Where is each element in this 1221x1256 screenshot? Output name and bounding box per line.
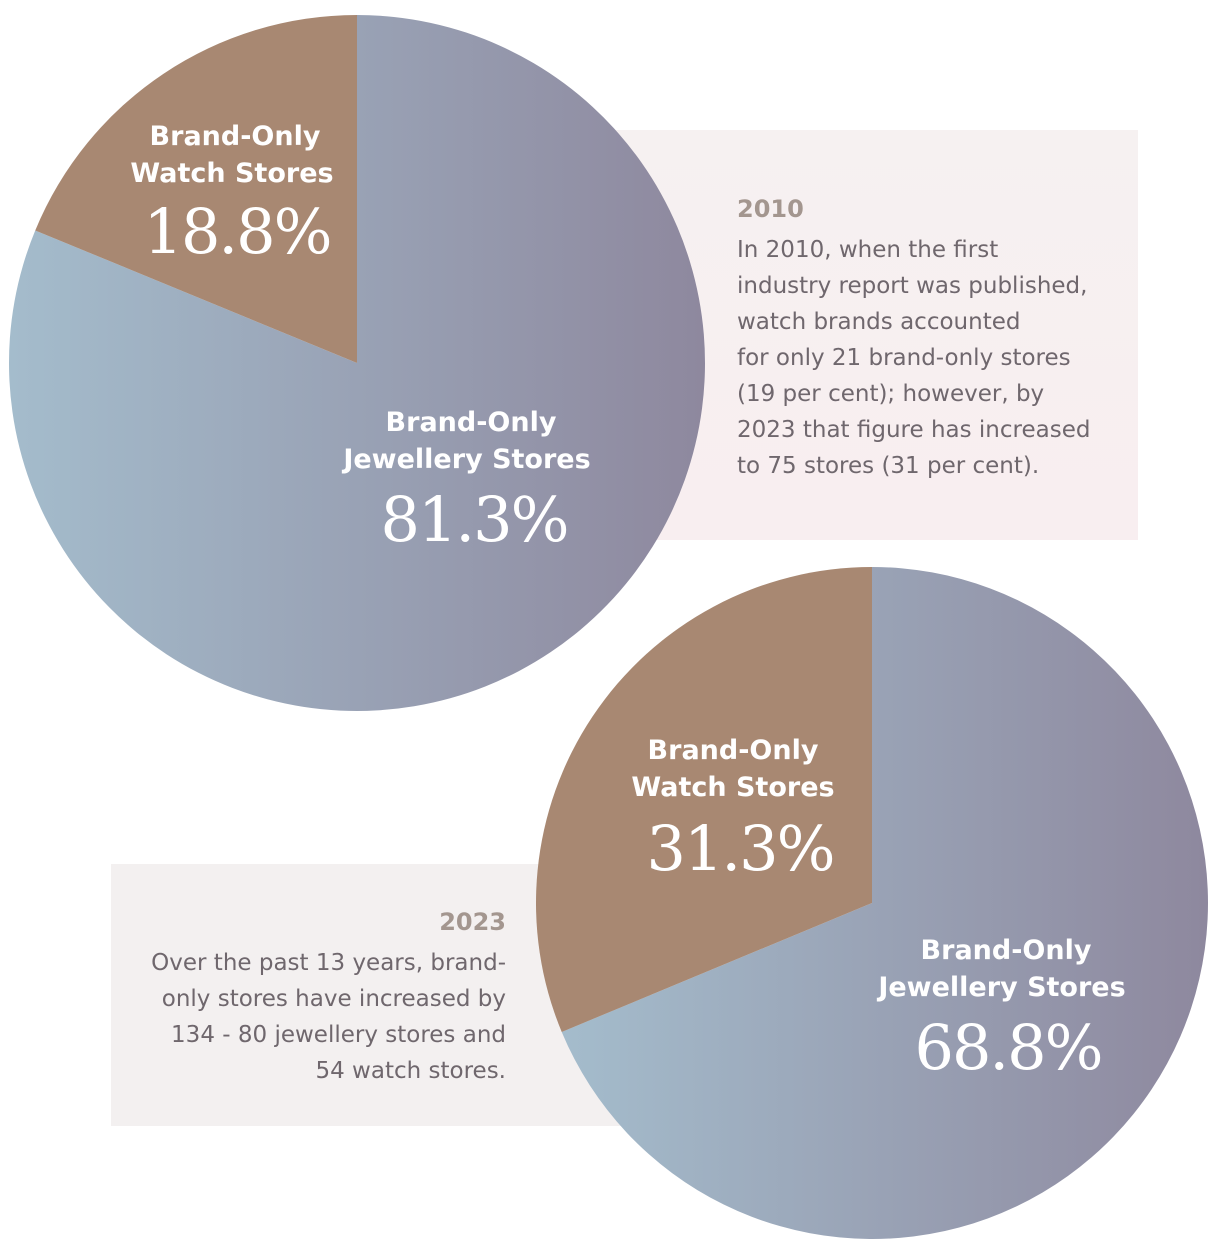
pie-2023-slice-jewellery: [561, 567, 1208, 1239]
pie-2023-watch-value: 31.3%: [647, 812, 834, 885]
pie-2010-jewellery-label-line2: Jewellery Stores: [341, 444, 590, 475]
pie-2010: Brand-Only Watch Stores 18.8% Brand-Only…: [9, 15, 706, 711]
panel-2010-year: 2010: [737, 195, 804, 223]
panel-2010-line: watch brands accounted: [737, 309, 1021, 335]
panel-2023-text: 2023 Over the past 13 years, brand- only…: [120, 905, 506, 1089]
panel-2023-line: only stores have increased by: [161, 986, 506, 1012]
pie-2010-watch-label-line2: Watch Stores: [130, 158, 333, 189]
panel-2010-line: 2023 that figure has increased: [737, 417, 1091, 443]
pie-2023-watch-label-line2: Watch Stores: [631, 772, 834, 803]
pie-2010-jewellery-value: 81.3%: [381, 483, 568, 556]
pie-2023-jewellery-label-line2: Jewellery Stores: [876, 972, 1125, 1003]
pie-2023: Brand-Only Watch Stores 31.3% Brand-Only…: [536, 567, 1208, 1239]
pie-2010-slice-jewellery: [9, 15, 706, 711]
pie-2010-jewellery-label-line1: Brand-Only: [386, 407, 557, 438]
pie-2010-watch-value: 18.8%: [144, 195, 331, 268]
panel-2010-body: In 2010, when the first industry report …: [737, 232, 1117, 484]
panel-2023-line: 134 - 80 jewellery stores and: [171, 1022, 506, 1048]
panel-2023-line: 54 watch stores.: [315, 1058, 506, 1084]
pie-2023-jewellery-value: 68.8%: [915, 1011, 1102, 1084]
panel-2023-body: Over the past 13 years, brand- only stor…: [120, 945, 506, 1089]
panel-2023-line: Over the past 13 years, brand-: [151, 950, 506, 976]
pie-2023-watch-label-line1: Brand-Only: [648, 735, 819, 766]
panel-2010-line: In 2010, when the first: [737, 237, 999, 263]
pie-2010-slice-watch: [35, 15, 358, 363]
pie-2023-jewellery-label-line1: Brand-Only: [921, 935, 1092, 966]
panel-2010-line: industry report was published,: [737, 273, 1088, 299]
panel-2010-line: to 75 stores (31 per cent).: [737, 453, 1040, 479]
panel-2023-year: 2023: [439, 908, 506, 936]
pie-2010-watch-label-line1: Brand-Only: [150, 121, 321, 152]
panel-2010-text: 2010 In 2010, when the first industry re…: [737, 192, 1117, 484]
panel-2010-line: (19 per cent); however, by: [737, 381, 1045, 407]
pie-2023-slice-watch: [536, 567, 872, 1032]
panel-2010-line: for only 21 brand-only stores: [737, 345, 1071, 371]
